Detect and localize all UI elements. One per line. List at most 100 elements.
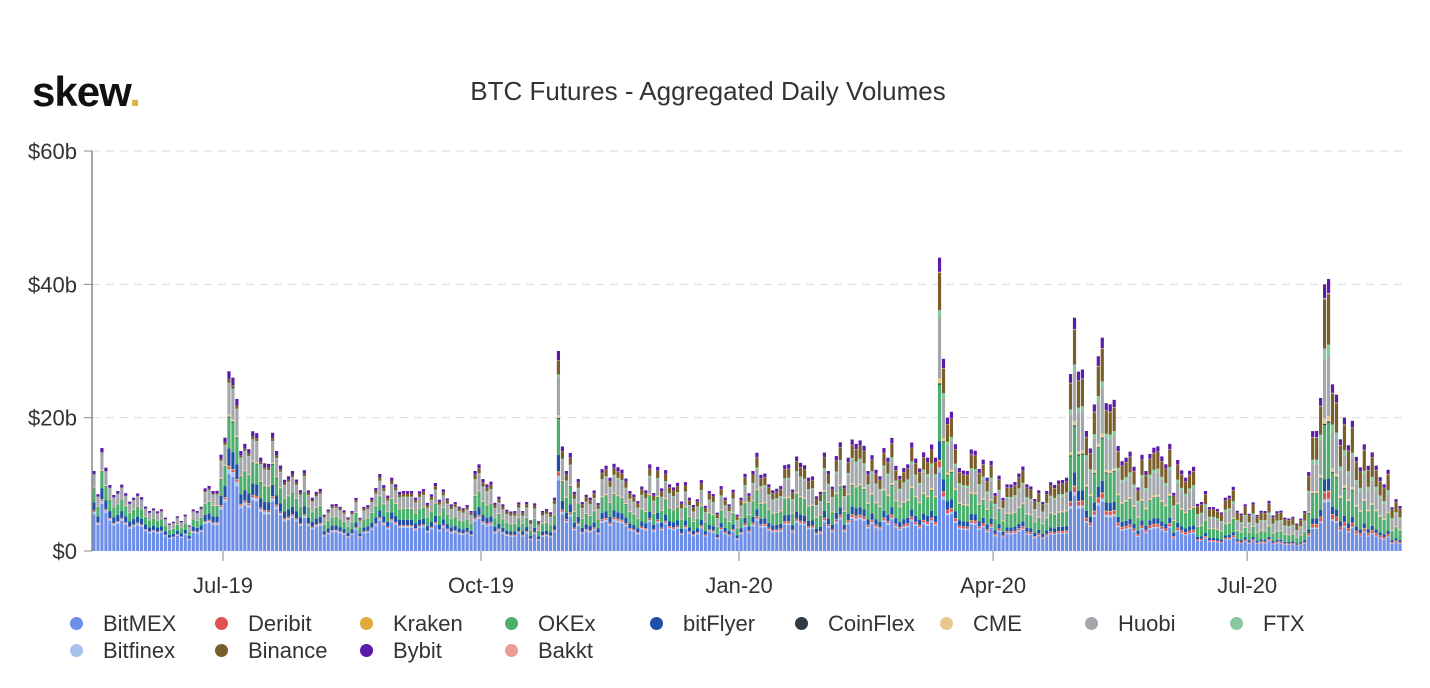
bar-segment-bybit xyxy=(1168,443,1172,450)
bar-segment-okex xyxy=(239,477,243,495)
bar-segment-binance xyxy=(215,493,219,495)
bar-segment-okex xyxy=(799,498,803,515)
bar-segment-binance xyxy=(183,516,187,517)
bar-segment-bitflyer xyxy=(437,524,441,530)
bar-segment-bitfinex xyxy=(628,529,632,531)
legend-item-bybit[interactable]: Bybit xyxy=(360,638,505,664)
bar-segment-deribit xyxy=(556,472,561,476)
bar-segment-bitfinex xyxy=(1263,542,1267,544)
bar-segment-deribit xyxy=(517,531,521,533)
bar-segment-deribit xyxy=(219,505,223,507)
legend-item-kraken[interactable]: Kraken xyxy=(360,611,505,637)
bar-segment-bybit xyxy=(342,510,346,513)
bar-segment-ftx xyxy=(540,515,545,517)
bar-segment-bitflyer xyxy=(112,517,116,523)
bar-segment-binance xyxy=(1088,453,1092,470)
bar-segment-ftx xyxy=(1013,495,1017,498)
bar-segment-bitfinex xyxy=(783,523,787,526)
bar-segment-bitflyer xyxy=(330,525,334,530)
bar-segment-deribit xyxy=(902,524,906,527)
bar-segment-bybit xyxy=(112,495,116,498)
bar-segment-huobi xyxy=(1330,431,1335,469)
bar-segment-huobi xyxy=(1100,388,1104,434)
bar-segment-okex xyxy=(580,518,584,528)
bar-segment-bitfinex xyxy=(652,530,656,532)
bar-segment-okex xyxy=(318,506,322,518)
legend-item-bitmex[interactable]: BitMEX xyxy=(70,611,215,637)
bar-segment-kraken xyxy=(235,479,239,480)
bar-segment-bitmex xyxy=(533,533,537,551)
bar-segment-cme xyxy=(306,506,310,507)
bar-segment-bybit xyxy=(354,497,358,501)
bar-segment-bakkt xyxy=(1104,410,1108,411)
bar-segment-huobi xyxy=(1275,521,1279,531)
bar-segment-cme xyxy=(342,521,346,522)
bar-segment-cme xyxy=(747,514,751,516)
bar-segment-huobi xyxy=(497,503,501,514)
legend-item-bitfinex[interactable]: Bitfinex xyxy=(70,638,215,664)
bar-segment-bitflyer xyxy=(564,512,568,520)
bar-segment-okex xyxy=(751,502,755,517)
bar-segment-okex xyxy=(675,507,680,521)
bar-segment-cme xyxy=(1394,526,1398,528)
legend-item-ftx[interactable]: FTX xyxy=(1230,611,1375,637)
legend-item-huobi[interactable]: Huobi xyxy=(1085,611,1230,637)
bar-segment-okex xyxy=(652,514,656,525)
bar-segment-bitmex xyxy=(576,525,580,551)
bar-segment-cme xyxy=(890,483,894,486)
bar-segment-bitflyer xyxy=(1045,530,1049,534)
bar-segment-binance xyxy=(453,504,457,507)
bar-segment-huobi xyxy=(100,452,104,470)
bar-segment-bitflyer xyxy=(489,516,493,523)
bar-segment-huobi xyxy=(973,472,977,493)
bar-segment-binance xyxy=(834,460,838,472)
bar-segment-bitflyer xyxy=(997,524,1001,529)
legend-item-coinflex[interactable]: CoinFlex xyxy=(795,611,940,637)
bar-segment-deribit xyxy=(989,524,993,527)
bar-segment-okex xyxy=(945,475,950,502)
bar-segment-huobi xyxy=(96,496,100,507)
bar-segment-bybit xyxy=(930,444,934,450)
bar-segment-huobi xyxy=(275,458,279,477)
bar-segment-bitflyer xyxy=(707,524,711,530)
legend-item-bakkt[interactable]: Bakkt xyxy=(505,638,650,664)
bar-segment-bitflyer xyxy=(763,518,767,524)
bar-segment-ftx xyxy=(271,441,275,442)
bar-segment-okex xyxy=(961,505,965,522)
legend-item-okex[interactable]: OKEx xyxy=(505,611,650,637)
bar-segment-bitfinex xyxy=(505,534,509,536)
bar-segment-ftx xyxy=(1279,520,1283,522)
bar-segment-bitmex xyxy=(267,514,271,551)
bar-segment-ftx xyxy=(949,436,954,441)
bar-segment-huobi xyxy=(382,491,386,504)
bar-segment-bitmex xyxy=(473,521,477,551)
bar-segment-cme xyxy=(1124,500,1128,502)
bar-segment-deribit xyxy=(945,510,950,514)
bar-segment-bakkt xyxy=(1346,450,1350,452)
bar-segment-huobi xyxy=(366,509,370,518)
bar-segment-ftx xyxy=(890,457,894,461)
bar-segment-bybit xyxy=(167,523,171,525)
bar-segment-cme xyxy=(382,503,386,505)
bar-segment-bitfinex xyxy=(945,513,950,516)
bar-segment-bitfinex xyxy=(1156,526,1160,529)
bar-segment-bitfinex xyxy=(1184,534,1188,536)
legend-item-bitflyer[interactable]: bitFlyer xyxy=(650,611,795,637)
bar-segment-cme xyxy=(533,518,537,519)
bar-segment-huobi xyxy=(278,472,283,488)
bar-segment-deribit xyxy=(1076,501,1081,506)
bar-segment-bybit xyxy=(568,452,572,458)
bar-segment-bitflyer xyxy=(1319,509,1323,517)
bar-segment-bitflyer xyxy=(1239,540,1243,542)
legend-item-binance[interactable]: Binance xyxy=(215,638,360,664)
bar-segment-bitfinex xyxy=(136,523,140,526)
legend-item-cme[interactable]: CME xyxy=(940,611,1085,637)
bar-segment-bitfinex xyxy=(544,535,549,537)
legend-item-deribit[interactable]: Deribit xyxy=(215,611,360,637)
bar-segment-bitmex xyxy=(322,536,326,551)
bar-segment-bybit xyxy=(874,469,878,474)
bar-segment-okex xyxy=(616,496,620,513)
bar-segment-bybit xyxy=(1235,510,1239,513)
bar-segment-kraken xyxy=(1128,524,1132,525)
bar-segment-binance xyxy=(1080,379,1085,407)
